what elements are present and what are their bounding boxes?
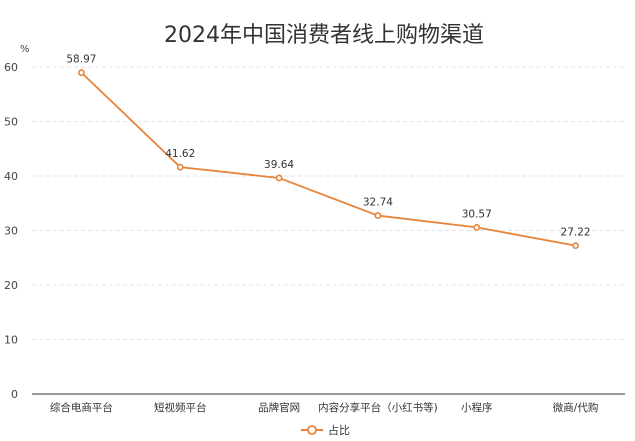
- x-tick-label: 小程序: [461, 401, 493, 414]
- legend-marker: [307, 425, 317, 435]
- y-tick-label: 60: [4, 61, 18, 74]
- x-tick-label: 品牌官网: [258, 401, 300, 414]
- data-label: 41.62: [165, 148, 195, 160]
- y-tick-label: 0: [11, 388, 18, 401]
- legend[interactable]: 占比: [301, 423, 350, 437]
- y-tick-label: 20: [4, 279, 18, 292]
- x-tick-label: 短视频平台: [154, 401, 207, 414]
- chart-title: 2024年中国消费者线上购物渠道: [164, 23, 484, 48]
- y-tick-label: 30: [4, 225, 18, 238]
- legend-label: 占比: [328, 423, 350, 437]
- y-tick-label: 10: [4, 334, 18, 347]
- x-tick-label: 内容分享平台（小红书等): [318, 401, 438, 414]
- y-tick-label: 40: [4, 170, 18, 183]
- data-point[interactable]: [275, 174, 283, 182]
- data-labels: 58.97 41.62 39.64 32.74 30.57 27.22: [66, 54, 590, 239]
- series-layer: [78, 69, 579, 250]
- data-label: 39.64: [264, 159, 294, 171]
- x-tick-label: 微商/代购: [553, 401, 599, 414]
- data-point[interactable]: [176, 163, 184, 171]
- data-label: 27.22: [561, 227, 591, 239]
- grid-lines: [32, 66, 625, 395]
- y-axis-ticks: 0 10 20 30 40 50 60: [4, 61, 18, 401]
- y-tick-label: 50: [4, 116, 18, 129]
- data-label: 32.74: [363, 197, 393, 209]
- data-label: 30.57: [462, 208, 492, 220]
- data-point[interactable]: [473, 223, 481, 231]
- y-axis-unit: %: [20, 44, 30, 55]
- data-point[interactable]: [78, 69, 85, 77]
- x-axis-ticks: 综合电商平台 短视频平台 品牌官网 内容分享平台（小红书等) 小程序 微商/代购: [50, 401, 598, 414]
- x-tick-label: 综合电商平台: [50, 401, 113, 414]
- data-point[interactable]: [374, 212, 382, 219]
- data-label: 58.97: [66, 54, 96, 66]
- series-line: [80, 71, 576, 247]
- data-point[interactable]: [572, 242, 579, 250]
